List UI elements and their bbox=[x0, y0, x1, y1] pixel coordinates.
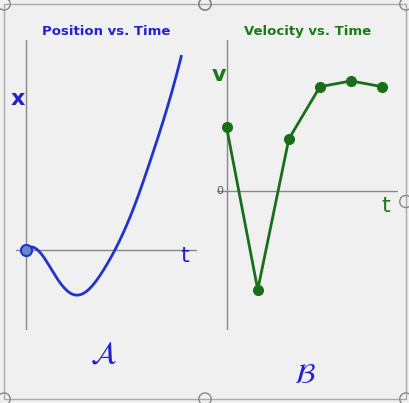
Text: x: x bbox=[11, 89, 25, 109]
Text: t: t bbox=[380, 196, 389, 216]
Text: $\mathcal{B}$: $\mathcal{B}$ bbox=[293, 361, 315, 388]
Text: $\mathcal{A}$: $\mathcal{A}$ bbox=[90, 339, 117, 370]
Title: Velocity vs. Time: Velocity vs. Time bbox=[243, 25, 370, 38]
Title: Position vs. Time: Position vs. Time bbox=[42, 25, 171, 38]
Text: v: v bbox=[211, 65, 225, 85]
Text: t: t bbox=[180, 246, 188, 266]
Text: 0: 0 bbox=[216, 186, 223, 196]
